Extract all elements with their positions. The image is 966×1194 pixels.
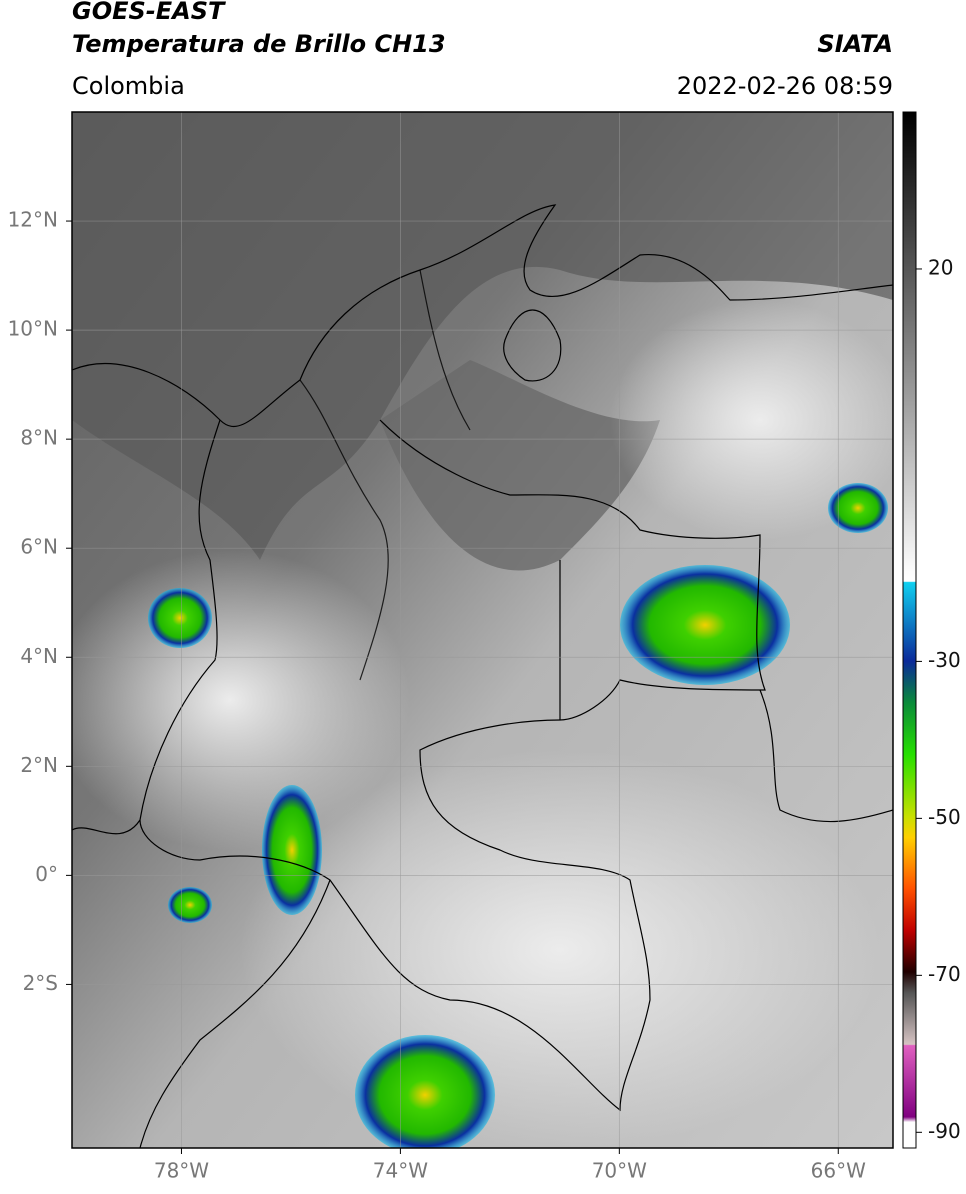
storm — [828, 483, 888, 533]
y-tick-label: 10°N — [8, 317, 58, 341]
map-frame — [71, 111, 894, 1149]
graticule — [72, 112, 893, 1148]
y-tick-label: 0° — [35, 862, 58, 886]
colorbar-tick-label: -50 — [928, 805, 961, 829]
y-tick-label: 2°N — [20, 753, 58, 777]
region: Colombia — [72, 72, 185, 100]
x-tick-label: 70°W — [592, 1159, 647, 1183]
colorbar-tick-label: -70 — [928, 962, 961, 986]
country-border — [139, 879, 331, 1148]
product: Temperatura de Brillo CH13 — [72, 30, 446, 58]
coastline — [503, 309, 562, 382]
storm — [168, 887, 212, 923]
satellite-image — [72, 112, 893, 1148]
colorbar-tick-label: -30 — [928, 648, 961, 672]
y-tick-label: 4°N — [20, 644, 58, 668]
colorbar-tick-label: -90 — [928, 1119, 961, 1143]
colorbar-tick-label: 20 — [928, 255, 953, 279]
storm — [620, 565, 790, 685]
state-border — [299, 269, 471, 681]
storm — [262, 785, 322, 915]
cloud — [610, 300, 893, 540]
x-tick-label: 78°W — [154, 1159, 209, 1183]
country-border — [559, 560, 893, 823]
coastline — [72, 204, 893, 427]
dark-region — [380, 360, 660, 571]
cloud — [72, 550, 410, 850]
x-tick-label: 74°W — [373, 1159, 428, 1183]
y-tick-label: 2°S — [23, 971, 58, 995]
country-border — [139, 419, 766, 1112]
x-tick-label: 66°W — [811, 1159, 866, 1183]
satellite: GOES-EAST — [72, 0, 226, 25]
dark-sea — [72, 112, 893, 560]
source: SIATA — [817, 30, 893, 58]
y-tick-label: 12°N — [8, 208, 58, 232]
colorbar — [902, 111, 917, 1149]
y-tick-label: 6°N — [20, 535, 58, 559]
storm — [355, 1035, 495, 1148]
coastline — [72, 419, 221, 835]
storm — [148, 588, 212, 648]
datetime: 2022-02-26 08:59 — [677, 72, 893, 100]
y-tick-label: 8°N — [20, 426, 58, 450]
